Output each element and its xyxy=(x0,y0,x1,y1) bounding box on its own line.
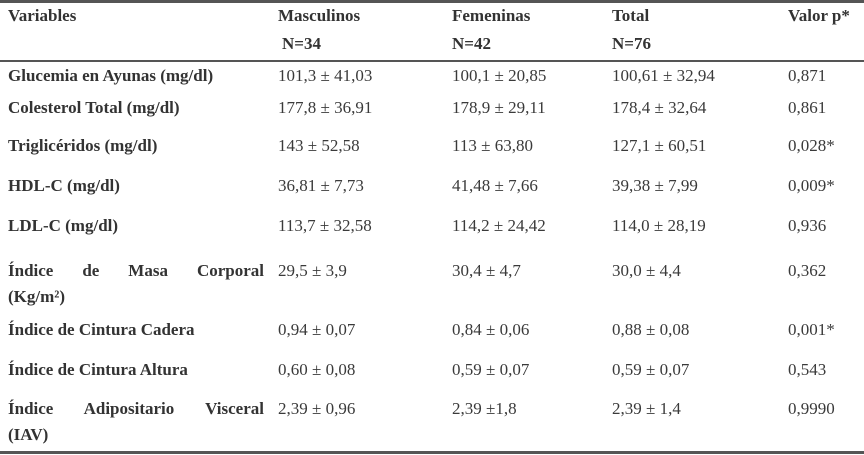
cell-variable: Índice de Masa Corporal (Kg/m²) xyxy=(8,258,264,310)
cell-masculinos: 29,5 ± 3,9 xyxy=(278,261,347,280)
cell-p: 0,028* xyxy=(788,136,835,155)
variable-line2: (IAV) xyxy=(8,425,49,444)
header-total-n: N=76 xyxy=(612,34,651,53)
cell-femeninas: 100,1 ± 20,85 xyxy=(452,66,547,85)
header-masculinos-n: N=34 xyxy=(282,34,321,53)
bottom-rule xyxy=(0,451,864,454)
header-total: Total xyxy=(612,6,650,25)
header-femeninas-n: N=42 xyxy=(452,34,491,53)
cell-p: 0,362 xyxy=(788,261,827,280)
variable-line1: Índice de Masa Corporal xyxy=(8,261,264,280)
cell-masculinos: 143 ± 52,58 xyxy=(278,136,360,155)
cell-femeninas: 178,9 ± 29,11 xyxy=(452,98,546,117)
cell-masculinos: 101,3 ± 41,03 xyxy=(278,66,373,85)
cell-variable: Índice de Cintura Altura xyxy=(8,360,188,379)
cell-total: 0,59 ± 0,07 xyxy=(612,360,690,379)
top-rule xyxy=(0,0,864,3)
header-masculinos: Masculinos xyxy=(278,6,361,25)
header-variables: Variables xyxy=(8,6,77,25)
cell-p: 0,9990 xyxy=(788,399,835,418)
cell-total: 0,88 ± 0,08 xyxy=(612,320,690,339)
variable-line1: Índice Adipositario Visceral xyxy=(8,399,264,418)
header-femeninas: Femeninas xyxy=(452,6,531,25)
cell-masculinos: 0,60 ± 0,08 xyxy=(278,360,356,379)
cell-femeninas: 114,2 ± 24,42 xyxy=(452,216,546,235)
cell-variable: LDL-C (mg/dl) xyxy=(8,216,119,235)
cell-p: 0,871 xyxy=(788,66,827,85)
cell-total: 39,38 ± 7,99 xyxy=(612,176,698,195)
cell-femeninas: 0,84 ± 0,06 xyxy=(452,320,530,339)
cell-p: 0,861 xyxy=(788,98,827,117)
cell-masculinos: 36,81 ± 7,73 xyxy=(278,176,364,195)
cell-variable: Triglicéridos (mg/dl) xyxy=(8,136,158,155)
cell-femeninas: 0,59 ± 0,07 xyxy=(452,360,530,379)
cell-masculinos: 177,8 ± 36,91 xyxy=(278,98,373,117)
cell-total: 127,1 ± 60,51 xyxy=(612,136,707,155)
cell-masculinos: 0,94 ± 0,07 xyxy=(278,320,356,339)
cell-variable: Colesterol Total (mg/dl) xyxy=(8,98,180,117)
cell-variable: Índice de Cintura Cadera xyxy=(8,320,195,339)
cell-variable: HDL-C (mg/dl) xyxy=(8,176,120,195)
cell-femeninas: 30,4 ± 4,7 xyxy=(452,261,521,280)
cell-variable: Glucemia en Ayunas (mg/dl) xyxy=(8,66,214,85)
cell-masculinos: 113,7 ± 32,58 xyxy=(278,216,372,235)
cell-total: 114,0 ± 28,19 xyxy=(612,216,706,235)
cell-total: 2,39 ± 1,4 xyxy=(612,399,681,418)
cell-p: 0,936 xyxy=(788,216,827,235)
cell-femeninas: 41,48 ± 7,66 xyxy=(452,176,538,195)
cell-total: 100,61 ± 32,94 xyxy=(612,66,715,85)
cell-masculinos: 2,39 ± 0,96 xyxy=(278,399,356,418)
cell-p: 0,001* xyxy=(788,320,835,339)
cell-femeninas: 2,39 ±1,8 xyxy=(452,399,517,418)
cell-p: 0,543 xyxy=(788,360,827,379)
variable-line2: (Kg/m²) xyxy=(8,287,66,306)
header-valor-p: Valor p* xyxy=(788,6,850,25)
cell-variable: Índice Adipositario Visceral (IAV) xyxy=(8,396,264,448)
header-rule xyxy=(0,60,864,62)
cell-p: 0,009* xyxy=(788,176,835,195)
cell-femeninas: 113 ± 63,80 xyxy=(452,136,533,155)
cell-total: 178,4 ± 32,64 xyxy=(612,98,707,117)
cell-total: 30,0 ± 4,4 xyxy=(612,261,681,280)
